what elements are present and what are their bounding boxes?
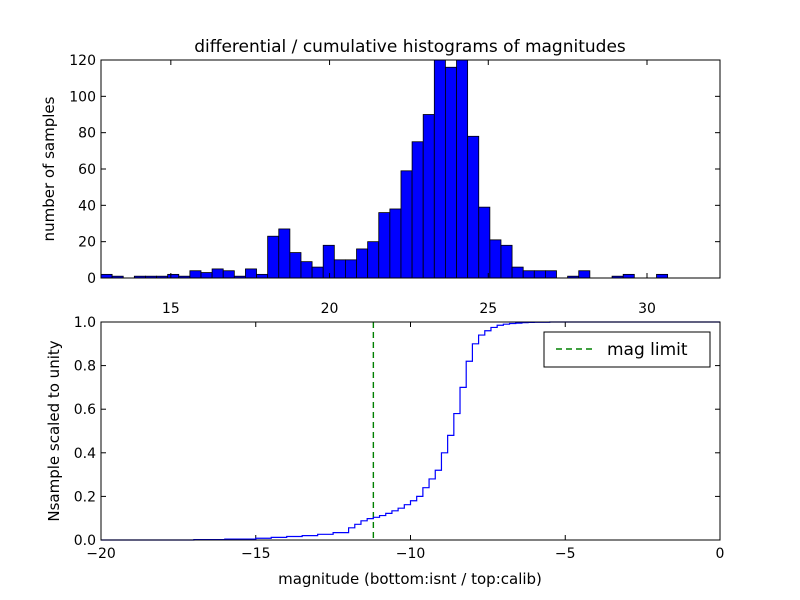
- histogram-bar: [622, 273, 635, 279]
- y-tick-label: 0.8: [74, 359, 96, 375]
- y-tick-label: 0.0: [74, 533, 96, 549]
- top-y-axis-label: number of samples: [40, 96, 58, 241]
- x-tick-label: 30: [638, 301, 656, 317]
- histogram-bar: [278, 228, 291, 279]
- histogram-bar: [400, 170, 413, 279]
- histogram-bar: [367, 241, 380, 279]
- bottom-y-axis-label: Nsample scaled to unity: [45, 340, 63, 521]
- histogram-bar: [433, 59, 446, 279]
- y-tick-label: 0.6: [74, 402, 96, 418]
- histogram-bar: [211, 268, 224, 279]
- cumulative-step-line: [101, 321, 720, 541]
- bottom-x-axis-label: magnitude (bottom:isnt / top:calib): [278, 570, 542, 588]
- y-tick-label: 100: [69, 89, 96, 105]
- histogram-bar: [411, 141, 424, 279]
- histogram-bar: [189, 270, 202, 279]
- histogram-bar: [533, 270, 546, 279]
- x-tick-label: 20: [321, 301, 339, 317]
- histogram-bar: [222, 270, 235, 279]
- histogram-bar: [245, 268, 257, 279]
- histogram-bar: [489, 239, 502, 279]
- histogram-bar: [100, 273, 113, 279]
- histogram-bar: [378, 212, 391, 279]
- histogram-bar: [456, 59, 469, 279]
- y-tick-label: 80: [78, 126, 96, 142]
- histogram-bar: [578, 270, 591, 279]
- legend-mag-limit-label: mag limit: [607, 340, 688, 360]
- x-tick-label: −5: [555, 546, 576, 562]
- x-tick-label: 0: [716, 546, 725, 562]
- y-tick-label: 0.2: [74, 489, 96, 505]
- bottom-plot-frame: [100, 321, 721, 541]
- histogram-bar: [267, 235, 280, 279]
- histogram-bar: [522, 270, 535, 279]
- histogram-bar: [478, 206, 491, 279]
- y-tick-label: 120: [69, 53, 96, 69]
- histogram-bar: [289, 252, 302, 279]
- y-tick-label: 0: [87, 271, 96, 287]
- x-tick-label: 15: [162, 301, 180, 317]
- x-tick-label: 25: [479, 301, 497, 317]
- legend: mag limit: [543, 331, 711, 368]
- y-tick-label: 60: [78, 162, 96, 178]
- histogram-bar: [445, 66, 457, 279]
- histogram-bar: [500, 244, 513, 279]
- top-bars: [100, 59, 669, 279]
- chart-title: differential / cumulative histograms of …: [194, 37, 626, 57]
- y-tick-label: 0.4: [74, 446, 96, 462]
- histogram-bar: [656, 273, 669, 279]
- histogram-bar: [389, 208, 402, 279]
- y-tick-label: 20: [78, 235, 96, 251]
- x-tick-label: −10: [396, 546, 426, 562]
- histogram-bar: [467, 135, 480, 279]
- histogram-bar: [311, 266, 324, 279]
- histogram-bar: [333, 259, 346, 279]
- histogram-bar: [422, 114, 435, 279]
- y-tick-label: 40: [78, 198, 96, 214]
- histogram-bar: [511, 266, 524, 279]
- histogram-bar: [300, 261, 313, 279]
- histogram-bar: [256, 273, 269, 279]
- histogram-bar: [545, 270, 557, 279]
- y-tick-label: 1.0: [74, 315, 96, 331]
- histogram-bar: [322, 244, 335, 279]
- histogram-bar: [200, 272, 213, 279]
- x-tick-label: −15: [241, 546, 271, 562]
- x-tick-label: −20: [86, 546, 116, 562]
- top-ticks: 0 20 40 60 80 100 120 15 20 25 30: [69, 53, 720, 317]
- top-plot-frame: [100, 59, 721, 279]
- histogram-bar: [356, 248, 369, 279]
- histogram-bar: [167, 273, 180, 279]
- histogram-bar: [345, 259, 357, 279]
